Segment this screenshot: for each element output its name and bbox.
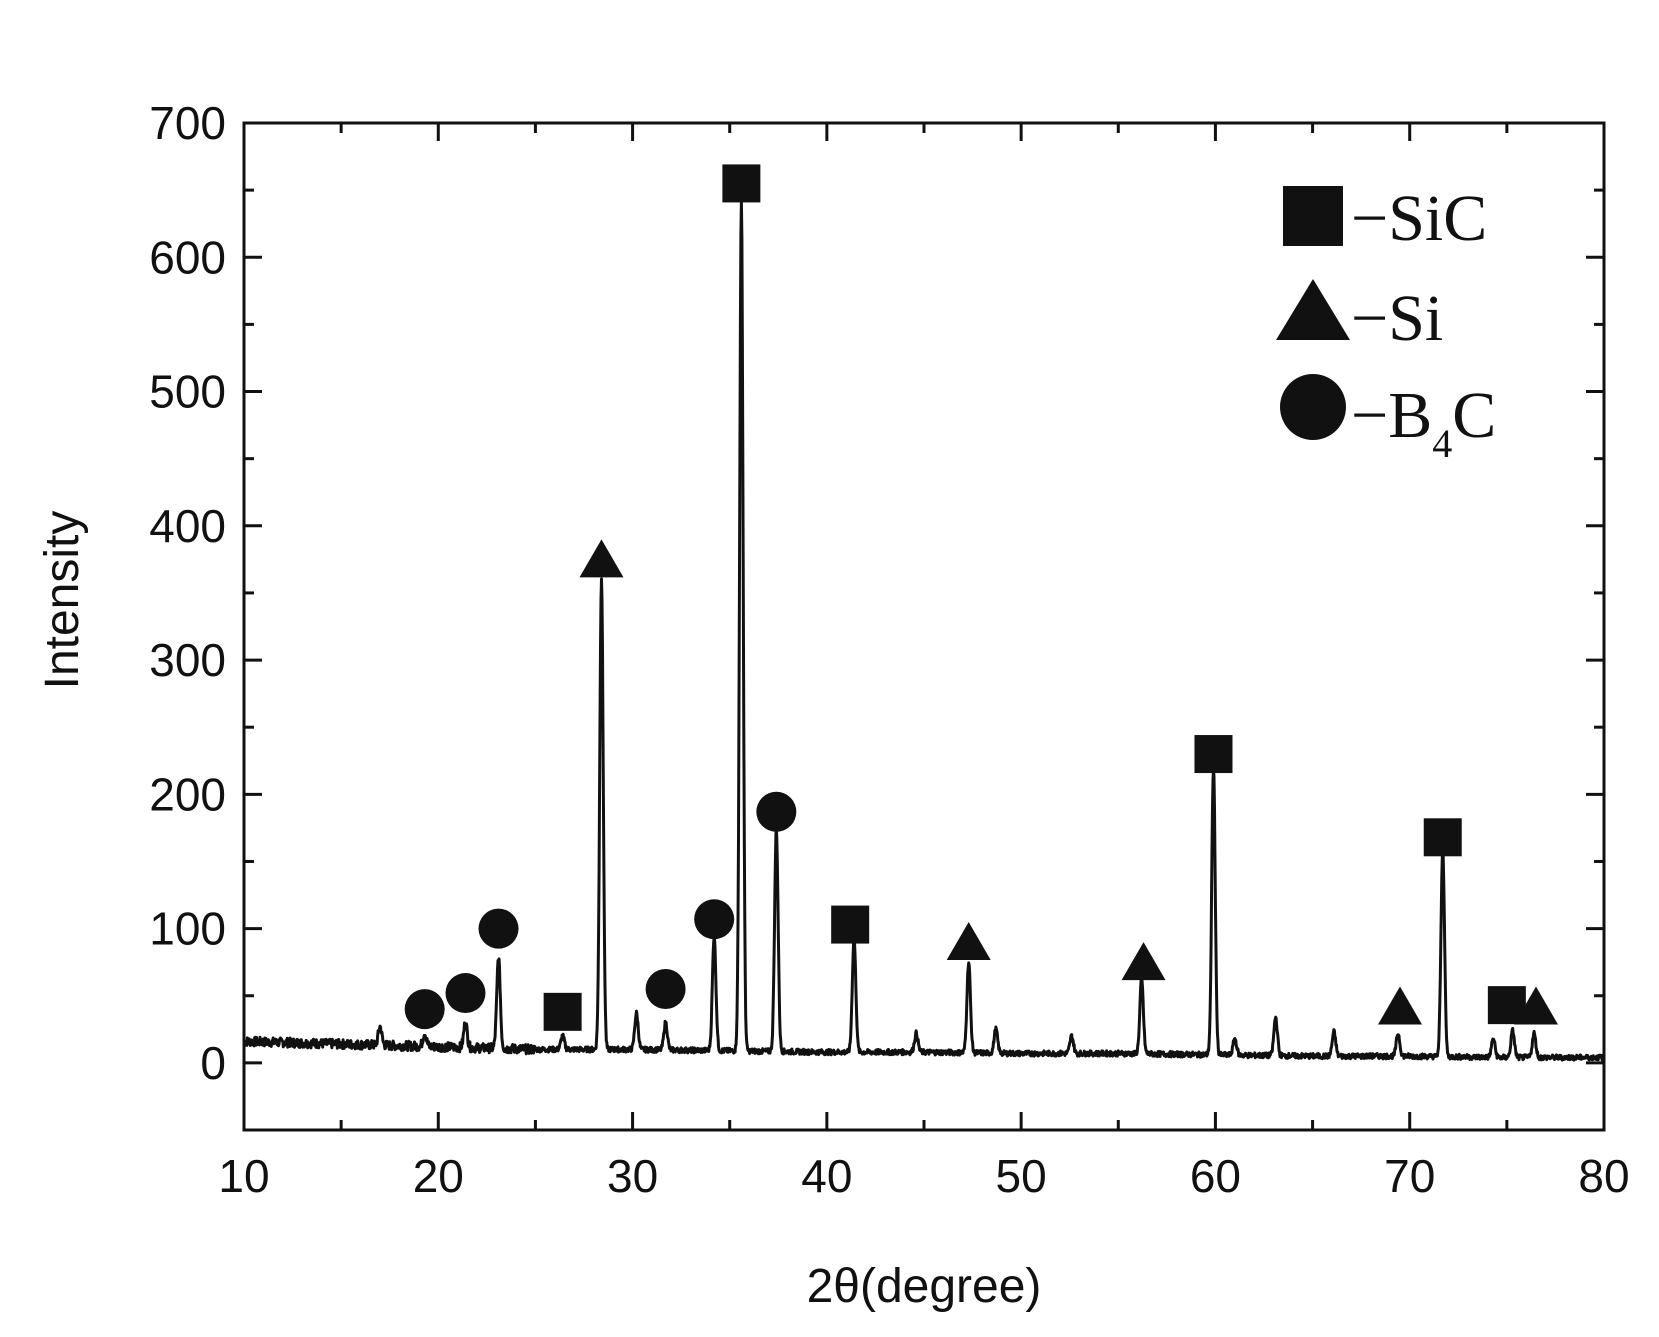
si-marker-triangle: [1514, 986, 1558, 1025]
y-tick-label: 300: [149, 634, 226, 686]
y-tick-label: 500: [149, 366, 226, 418]
sic-marker-square: [722, 164, 761, 203]
legend-si-label: −Si: [1351, 282, 1443, 355]
b4c-marker-circle: [445, 973, 486, 1014]
tick-labels: 10 20 30 40 50 60 70 80 0 100 200 300 400 500 600 700: [149, 97, 1629, 1202]
b4c-marker-circle: [478, 908, 519, 949]
b4c-marker-circle: [694, 899, 735, 940]
legend-si-triangle-icon: [1276, 279, 1350, 340]
legend: −SiC −Si −B4C: [1276, 182, 1496, 466]
si-marker-triangle: [1121, 942, 1166, 981]
plot-frame: [242, 121, 1606, 1132]
sic-marker-square: [1423, 818, 1462, 857]
y-tick-label: 100: [149, 903, 226, 955]
x-tick-label: 30: [607, 1150, 658, 1202]
y-tick-label: 400: [149, 500, 226, 552]
x-tick-label: 20: [413, 1150, 464, 1202]
sic-marker-square: [1194, 735, 1233, 774]
x-tick-label: 50: [996, 1150, 1047, 1202]
axis-ticks: [242, 121, 1606, 1132]
b4c-marker-circle: [404, 989, 445, 1030]
x-tick-label: 10: [218, 1150, 269, 1202]
si-marker-triangle: [946, 922, 991, 961]
x-axis-label: 2θ(degree): [807, 1260, 1042, 1313]
legend-sic-square-icon: [1283, 186, 1343, 246]
x-tick-label: 80: [1578, 1150, 1629, 1202]
y-tick-label: 700: [149, 97, 226, 149]
legend-b4c-label: −B4C: [1351, 379, 1496, 466]
xrd-spectrum-line: [242, 201, 1606, 1062]
legend-b4c-subscript: 4: [1432, 421, 1452, 466]
si-marker-triangle: [579, 539, 624, 578]
legend-sic-label: −SiC: [1351, 182, 1487, 255]
y-tick-label: 600: [149, 231, 226, 283]
phase-markers: [404, 164, 1558, 1031]
y-tick-label: 200: [149, 768, 226, 820]
y-axis-label: Intensity: [36, 511, 89, 690]
sic-marker-square: [831, 905, 870, 944]
si-marker-triangle: [1378, 986, 1422, 1025]
b4c-marker-circle: [756, 791, 797, 832]
x-tick-label: 70: [1384, 1150, 1435, 1202]
x-tick-label: 40: [801, 1150, 852, 1202]
x-tick-label: 60: [1190, 1150, 1241, 1202]
legend-b4c-circle-icon: [1280, 374, 1346, 440]
sic-marker-square: [543, 992, 582, 1031]
legend-b4c-label-end: C: [1452, 379, 1496, 452]
legend-b4c-label-main: −B: [1351, 379, 1432, 452]
b4c-marker-circle: [645, 969, 686, 1010]
y-tick-label: 0: [200, 1037, 226, 1089]
